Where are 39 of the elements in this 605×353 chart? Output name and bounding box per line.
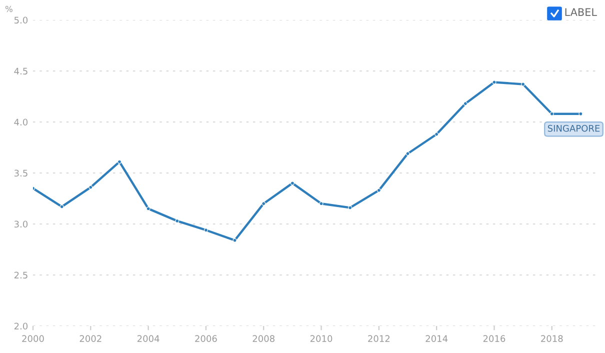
y-tick-label: 2.5 xyxy=(14,272,28,279)
point xyxy=(117,160,122,164)
y-axis-title: % xyxy=(5,6,12,12)
point xyxy=(290,181,294,186)
text: LABEL xyxy=(565,8,597,16)
y-tick-label: 5.0 xyxy=(14,16,28,24)
y-tick-label: 3.5 xyxy=(14,170,28,177)
y-tick-label: 2.0 xyxy=(14,322,28,330)
point xyxy=(262,202,266,206)
point xyxy=(550,112,554,116)
x-tick-label: 2008 xyxy=(252,335,274,342)
point xyxy=(232,238,237,242)
x-tick-label: 2000 xyxy=(22,335,44,342)
point xyxy=(204,228,208,232)
x-tick-label: 2004 xyxy=(137,335,160,342)
x-tick-label: 2016 xyxy=(483,335,506,342)
y-tick-label: 3.0 xyxy=(14,220,28,228)
point xyxy=(146,206,150,211)
point xyxy=(376,188,381,192)
point xyxy=(578,112,583,116)
point xyxy=(175,218,180,223)
point xyxy=(463,102,468,106)
x-tick-label: 2018 xyxy=(541,335,563,342)
y-tick-label: 4.0 xyxy=(14,118,28,126)
point xyxy=(60,204,64,209)
point xyxy=(319,202,324,206)
point xyxy=(88,185,93,190)
point xyxy=(434,132,439,136)
x-tick-label: 2010 xyxy=(310,335,332,342)
point xyxy=(348,206,352,210)
x-tick-label: 2002 xyxy=(80,335,102,342)
y-tick-label: 4.5 xyxy=(14,68,28,75)
point xyxy=(492,80,496,84)
series-label: SINGAPORE xyxy=(548,124,600,132)
point xyxy=(406,152,410,156)
x-tick-label: 2006 xyxy=(195,335,217,342)
x-tick-label: 2014 xyxy=(426,335,448,342)
point xyxy=(521,82,526,86)
x-tick-label: 2012 xyxy=(368,335,390,342)
